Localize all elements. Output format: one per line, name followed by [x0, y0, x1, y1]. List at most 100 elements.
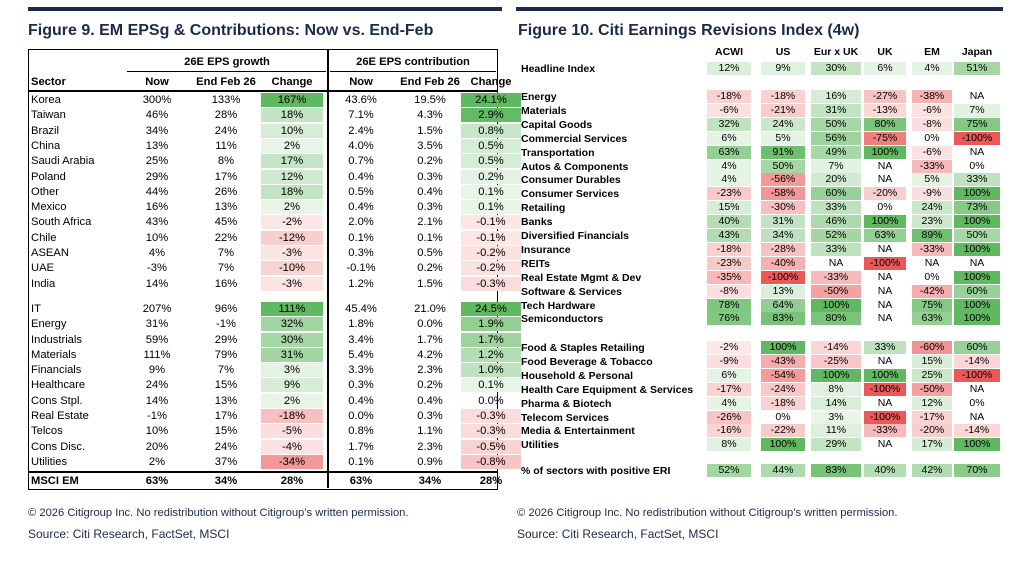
eri-cell: -14% [954, 424, 1000, 438]
sector-label: Korea [31, 94, 61, 106]
table-cell: 43% [145, 216, 169, 229]
eri-cell: -28% [761, 242, 805, 256]
table-cell: 111% [261, 301, 323, 316]
group-underline-2 [330, 71, 496, 72]
table-cell: 0.4% [348, 394, 374, 407]
eri-cell: 42% [912, 464, 952, 477]
row-label: Autos & Components [521, 160, 629, 173]
table-cell: -0.2% [461, 261, 521, 276]
eri-cell: -100% [864, 410, 906, 424]
eri-cell: 63% [864, 229, 906, 242]
column-header-eur-x-uk: Eur x UK [813, 46, 859, 58]
row-label: Telecom Services [521, 411, 609, 424]
table-cell: 31% [145, 318, 169, 331]
row-label: Headline Index [521, 63, 596, 75]
table-cell: -10% [261, 261, 323, 276]
table-cell: 22% [214, 231, 238, 244]
eri-cell: NA [828, 256, 844, 269]
table-cell: 44% [145, 185, 169, 198]
table-cell: 0.4% [417, 394, 443, 407]
table-cell: 0.2% [417, 155, 443, 168]
table-cell: 4% [148, 247, 166, 259]
eri-cell: 100% [864, 145, 906, 159]
eri-cell: -18% [707, 90, 751, 103]
figure9-title: Figure 9. EM EPSg & Contributions: Now v… [28, 22, 434, 39]
eri-cell: 11% [811, 424, 861, 438]
table-cell: 0.1% [348, 231, 374, 244]
eri-cell: -60% [912, 341, 952, 354]
eri-cell: NA [877, 270, 893, 283]
column-header-5: End Feb 26 [400, 76, 460, 88]
eri-cell: 24% [761, 117, 805, 131]
eri-cell: 40% [707, 215, 751, 229]
table-cell: 17% [214, 410, 238, 422]
table-cell: -3% [261, 276, 323, 291]
eri-cell: 100% [954, 242, 1000, 256]
sector-label: Financials [31, 364, 82, 377]
table-cell: 1.5% [417, 277, 443, 290]
table-cell: -0.2% [461, 246, 521, 260]
eri-cell: NA [877, 284, 893, 297]
table-cell: 0.0% [478, 394, 504, 407]
eri-cell: 56% [811, 131, 861, 145]
eri-cell: 100% [811, 298, 861, 312]
table-cell: 0.1% [348, 455, 374, 468]
eri-cell: 100% [761, 341, 805, 354]
table-cell: 7% [217, 247, 235, 259]
table-cell: -34% [261, 454, 323, 469]
eri-cell: NA [969, 256, 985, 269]
sector-label: Industrials [31, 333, 82, 346]
total-rule [29, 471, 497, 473]
eri-cell: 75% [954, 117, 1000, 131]
table-cell: 133% [211, 94, 241, 106]
row-label: Consumer Services [521, 188, 620, 201]
table-cell: 16% [145, 201, 169, 214]
eri-cell: 34% [761, 229, 805, 242]
table-cell: 1.2% [461, 347, 521, 362]
table-cell: 0.3% [417, 201, 443, 214]
table-cell: 17% [261, 154, 323, 169]
table-cell: 167% [261, 93, 323, 107]
table-cell: 2.1% [417, 216, 443, 229]
table-cell: 0.2% [461, 169, 521, 184]
eri-cell: 100% [954, 298, 1000, 312]
row-label: Energy [521, 91, 557, 103]
sector-label: South Africa [31, 216, 92, 229]
table-cell: 1.7% [461, 332, 521, 347]
eri-cell: 91% [761, 145, 805, 159]
table-cell: 2.4% [348, 124, 374, 137]
eri-cell: -25% [811, 354, 861, 368]
eri-cell: 76% [707, 312, 751, 326]
table-cell: -0.1% [346, 262, 376, 275]
table-cell: -2% [261, 215, 323, 230]
eri-cell: -18% [761, 90, 805, 103]
table-cell: 2% [261, 393, 323, 408]
eri-cell: -14% [811, 341, 861, 354]
eri-cell: 52% [811, 229, 861, 242]
table-cell: 8% [217, 155, 235, 168]
table-cell: 1.7% [417, 333, 443, 346]
table-cell: 2.0% [348, 216, 374, 229]
table-cell: -18% [261, 409, 323, 423]
eri-cell: 46% [811, 215, 861, 229]
table-cell: 0.0% [348, 410, 374, 422]
table-cell: 13% [145, 139, 169, 152]
eri-cell: 33% [811, 242, 861, 256]
table-cell: 0.0% [417, 318, 443, 331]
column-header-0: Sector [31, 76, 66, 88]
eri-cell: -13% [864, 103, 906, 117]
table-cell: 2.3% [417, 364, 443, 377]
figure9-source: Source: Citi Research, FactSet, MSCI [28, 527, 230, 541]
sector-label: China [31, 139, 61, 152]
eri-cell: 6% [707, 368, 751, 382]
row-label: Media & Entertainment [521, 425, 635, 438]
table-cell: 111% [143, 348, 171, 361]
top-rule-left [28, 7, 502, 11]
eri-cell: -100% [864, 256, 906, 270]
table-cell: 0.5% [348, 185, 374, 198]
eri-cell: 33% [954, 173, 1000, 187]
table-cell: 0.3% [348, 379, 374, 392]
table-cell: 12% [261, 169, 323, 184]
column-header-uk: UK [877, 46, 893, 58]
eri-cell: 23% [912, 215, 952, 229]
